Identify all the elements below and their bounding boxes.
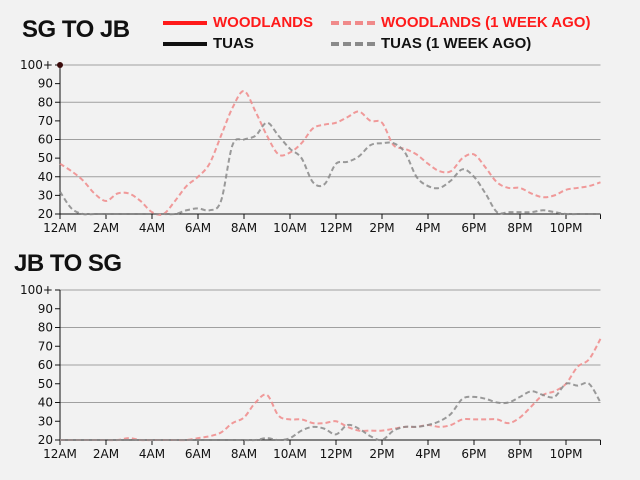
legend-tuas[interactable]: TUAS — [163, 35, 254, 52]
x-tick-label: 6PM — [461, 447, 486, 461]
legend-label: WOODLANDS (1 WEEK AGO) — [381, 14, 591, 31]
y-tick-label: 80 — [38, 321, 53, 335]
x-tick-label: 12PM — [320, 221, 353, 235]
series-woodlands-1-week-ago — [59, 90, 601, 216]
x-tick-label: 10PM — [550, 221, 583, 235]
series-tuas-1-week-ago — [60, 381, 602, 442]
x-tick-label: 2PM — [369, 447, 394, 461]
y-tick-label: 50 — [38, 377, 53, 391]
y-tick-label: 20 — [38, 207, 53, 221]
x-tick-label: 2AM — [93, 221, 119, 235]
legend-woodlands[interactable]: WOODLANDS — [163, 14, 313, 31]
y-tick-label: 100+ — [20, 58, 53, 72]
x-tick-label: 12AM — [43, 447, 77, 461]
chart-1: 20 30 40 50 60 70 80 90 100+ 12AM 2AM 4AM 6AM 8AM 10AM… — [20, 283, 602, 461]
series-woodlands-1-week-ago — [60, 338, 602, 442]
x-tick-label: 4AM — [139, 221, 165, 235]
chart-title-sg-to-jb: SG TO JB — [22, 16, 130, 43]
series-tuas-1-week-ago — [59, 121, 601, 216]
x-tick-label: 6AM — [185, 447, 211, 461]
y-tick-label: 90 — [38, 77, 53, 91]
y-tick-label: 40 — [38, 396, 53, 410]
y-tick-label: 20 — [38, 433, 53, 447]
legend-swatch-solid-black — [163, 41, 207, 46]
chart-title-jb-to-sg: JB TO SG — [14, 250, 122, 277]
x-tick-label: 4PM — [415, 447, 440, 461]
x-tick-label: 6AM — [185, 221, 211, 235]
y-tick-label: 70 — [38, 339, 53, 353]
y-tick-label: 40 — [38, 170, 53, 184]
x-tick-label: 4AM — [139, 447, 165, 461]
x-tick-label: 8PM — [507, 221, 532, 235]
legend-tuas-week-ago[interactable]: TUAS (1 WEEK AGO) — [331, 35, 531, 52]
x-tick-label: 12PM — [320, 447, 353, 461]
chart-0: 20 30 40 50 60 70 80 90 100+ 12AM 2AM 4AM 6AM 8AM 10AM… — [20, 58, 601, 235]
y-tick-label: 30 — [38, 188, 53, 202]
legend-label: WOODLANDS — [213, 14, 313, 31]
y-tick-label: 60 — [38, 133, 53, 147]
y-tick-label: 30 — [38, 414, 53, 428]
current-point-marker — [57, 62, 63, 68]
x-tick-label: 10PM — [550, 447, 583, 461]
x-tick-label: 8AM — [231, 221, 257, 235]
x-tick-label: 8AM — [231, 447, 257, 461]
x-tick-label: 4PM — [415, 221, 440, 235]
y-tick-label: 90 — [38, 302, 53, 316]
x-tick-label: 12AM — [43, 221, 77, 235]
legend-swatch-dashed-pink — [331, 20, 375, 25]
x-tick-label: 2PM — [369, 221, 394, 235]
x-tick-label: 8PM — [507, 447, 532, 461]
legend-label: TUAS — [213, 35, 254, 52]
y-tick-label: 80 — [38, 95, 53, 109]
x-tick-label: 2AM — [93, 447, 119, 461]
x-tick-label: 6PM — [461, 221, 486, 235]
x-tick-label: 10AM — [273, 447, 307, 461]
legend-swatch-solid-red — [163, 20, 207, 25]
y-tick-label: 100+ — [20, 283, 53, 297]
legend-woodlands-week-ago[interactable]: WOODLANDS (1 WEEK AGO) — [331, 14, 590, 31]
y-tick-label: 60 — [38, 358, 53, 372]
y-tick-label: 50 — [38, 151, 53, 165]
x-tick-label: 10AM — [273, 221, 307, 235]
y-tick-label: 70 — [38, 114, 53, 128]
legend-swatch-dashed-gray — [331, 41, 375, 46]
legend-label: TUAS (1 WEEK AGO) — [381, 35, 532, 52]
